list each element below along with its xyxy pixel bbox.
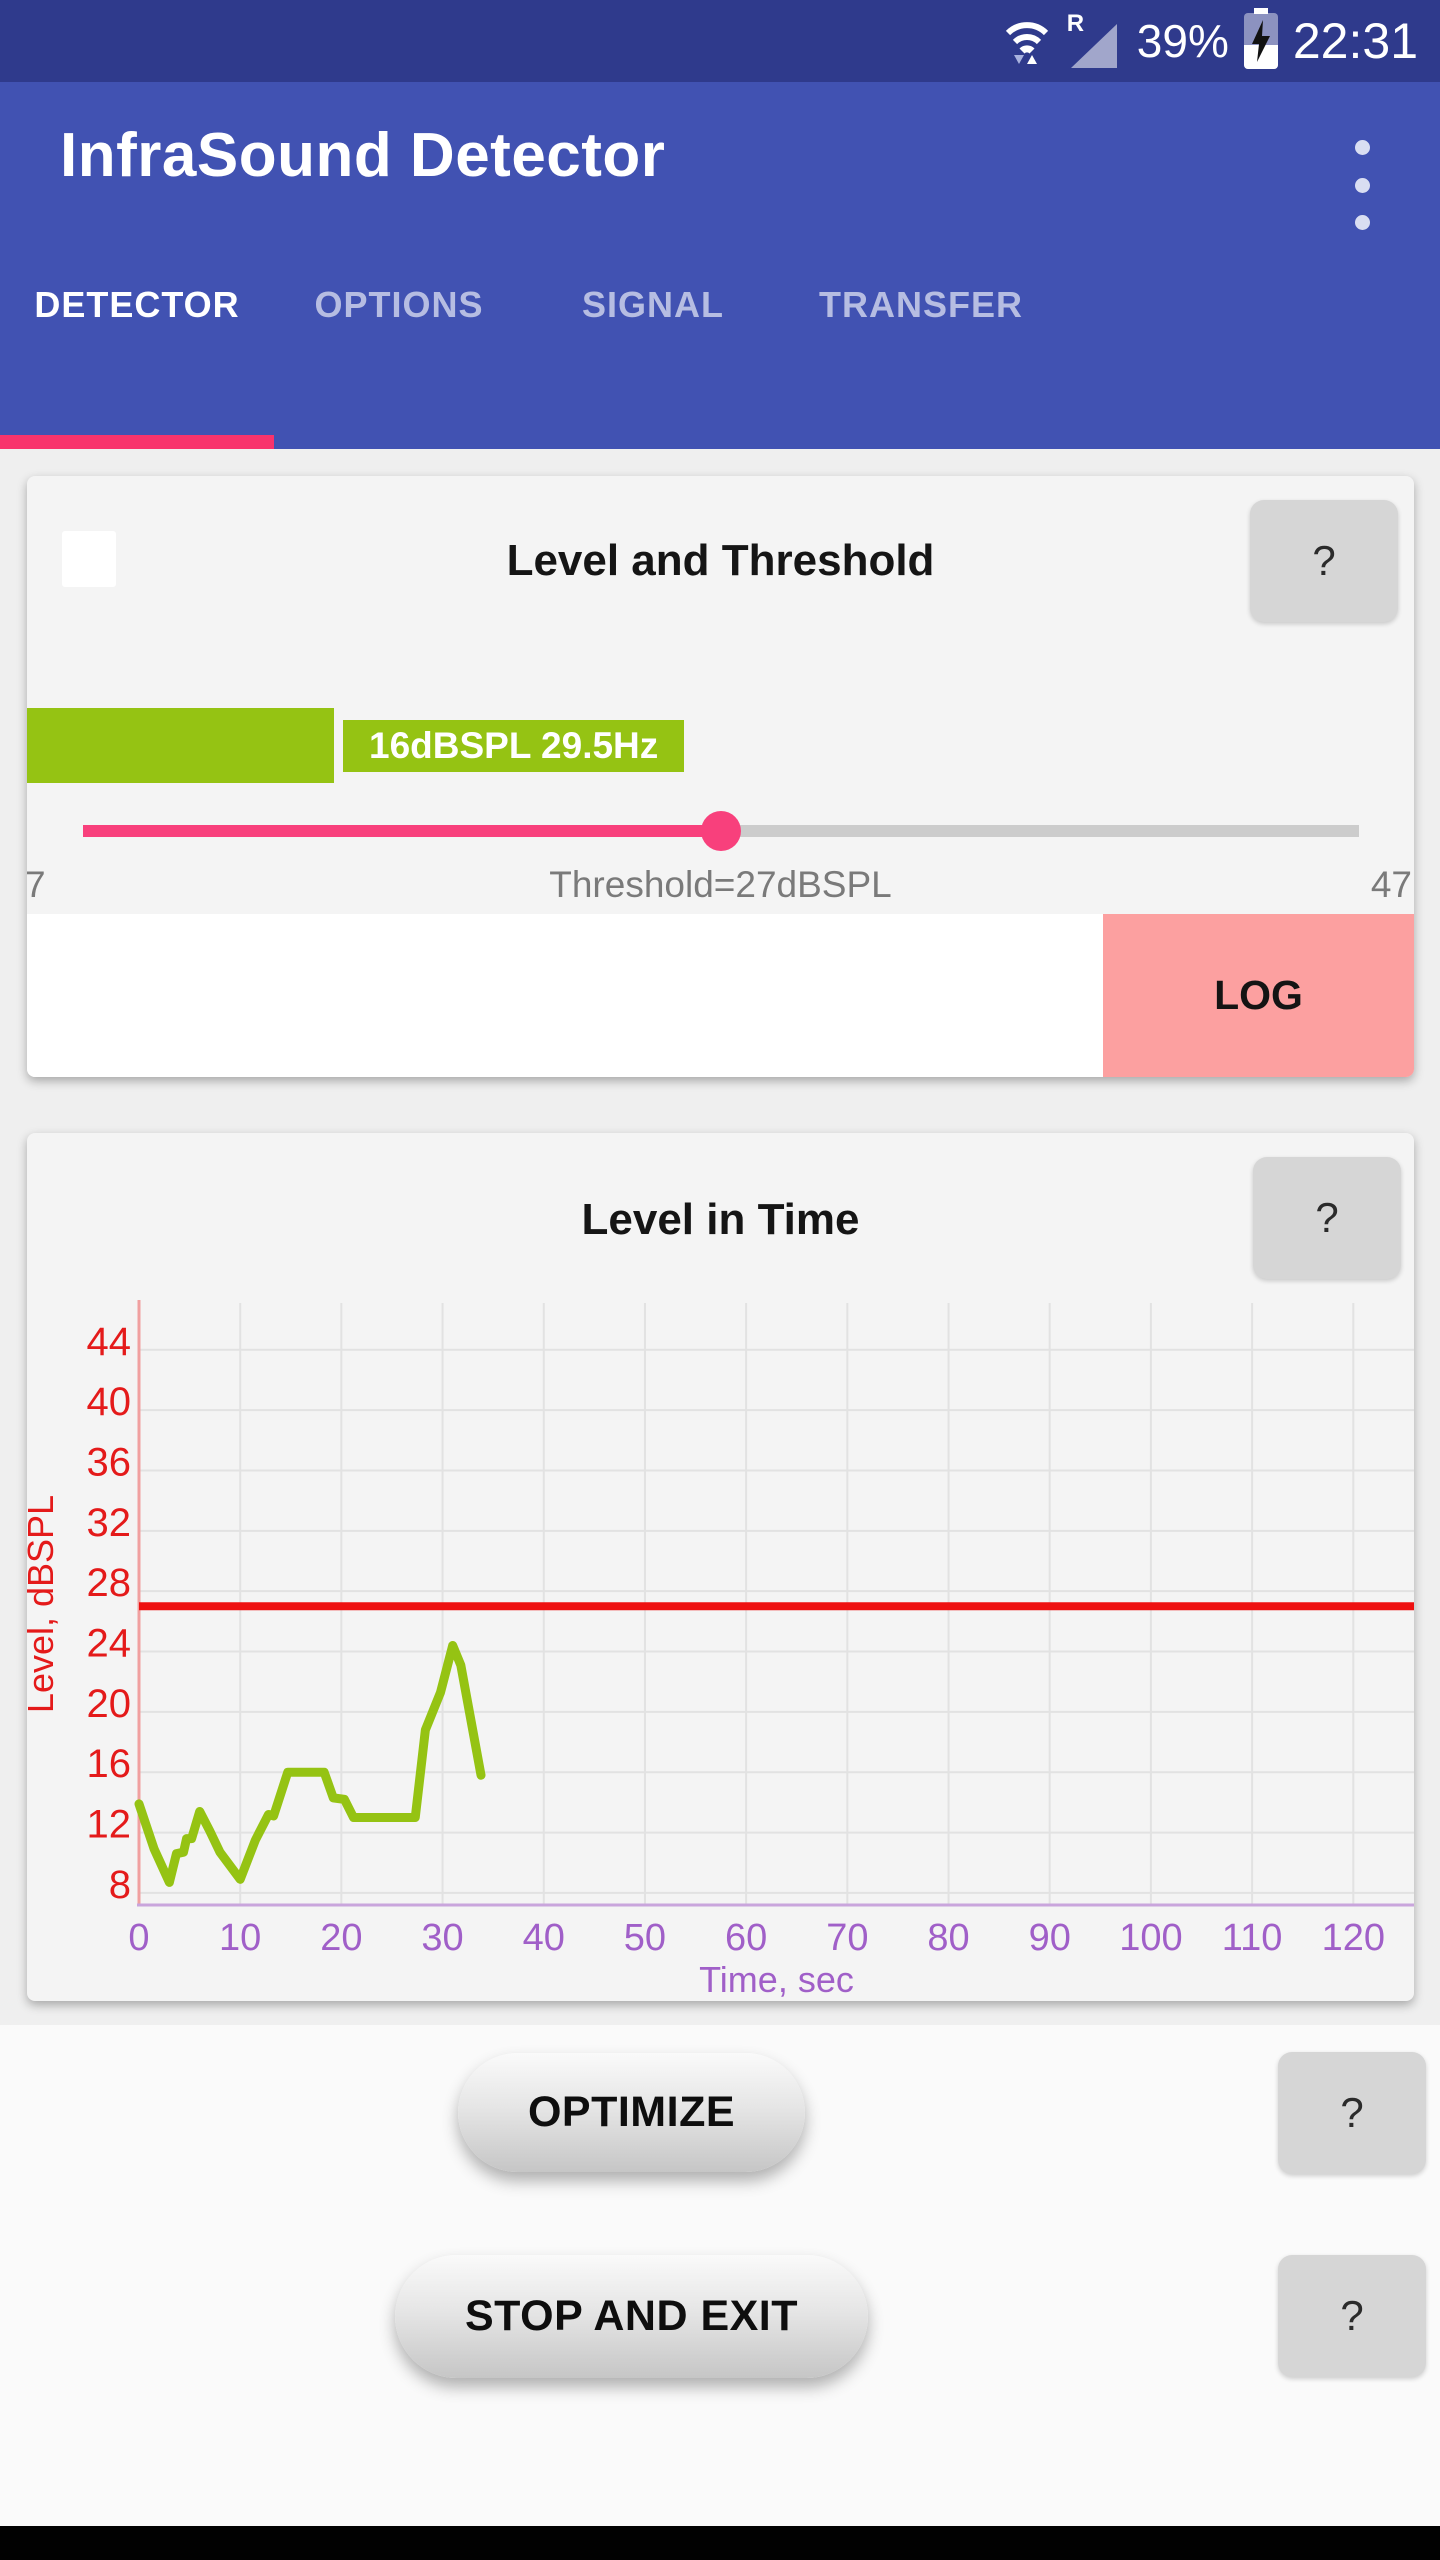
- level-meter-bar: [27, 708, 334, 783]
- log-text-area: [27, 914, 1103, 1077]
- svg-text:8: 8: [109, 1863, 131, 1907]
- app-bar: [0, 82, 1440, 449]
- svg-text:Time, sec: Time, sec: [699, 1959, 854, 2000]
- clock: 22:31: [1292, 13, 1418, 69]
- optimize-help-button[interactable]: ?: [1278, 2052, 1426, 2174]
- svg-text:90: 90: [1029, 1917, 1071, 1959]
- battery-icon: [1243, 7, 1279, 75]
- stop-help-button[interactable]: ?: [1278, 2255, 1426, 2377]
- svg-text:30: 30: [421, 1917, 463, 1959]
- svg-text:110: 110: [1222, 1917, 1283, 1959]
- level-value-chip: 16dBSPL 29.5Hz: [343, 720, 685, 772]
- slider-max-label: 47: [1370, 864, 1412, 905]
- svg-text:32: 32: [87, 1501, 132, 1545]
- svg-text:20: 20: [320, 1917, 362, 1959]
- svg-text:70: 70: [826, 1917, 868, 1959]
- svg-text:10: 10: [219, 1917, 261, 1959]
- svg-text:80: 80: [927, 1917, 969, 1959]
- svg-text:20: 20: [87, 1682, 132, 1726]
- svg-text:Level, dBSPL: Level, dBSPL: [27, 1495, 61, 1713]
- level-checkbox[interactable]: [62, 531, 116, 587]
- tab-options[interactable]: OPTIONS: [314, 284, 484, 325]
- svg-text:100: 100: [1119, 1917, 1182, 1959]
- svg-text:12: 12: [87, 1803, 132, 1847]
- navigation-bar-strip: [0, 2526, 1440, 2560]
- tab-detector[interactable]: DETECTOR: [34, 284, 240, 325]
- level-threshold-card: Level and Threshold ? 16dBSPL 29.5Hz 7 T…: [27, 476, 1414, 1077]
- svg-text:40: 40: [87, 1380, 132, 1424]
- level-time-chart: 8 12 16 20 24 28 32 36 40 44 0 10 20 30 40 50 60 70 80 90 10…: [27, 1300, 1414, 2000]
- svg-text:60: 60: [725, 1917, 767, 1959]
- overflow-menu-icon[interactable]: [1338, 140, 1386, 230]
- svg-text:120: 120: [1322, 1917, 1385, 1959]
- svg-text:16: 16: [87, 1742, 132, 1786]
- time-card-title: Level in Time: [581, 1195, 860, 1244]
- tab-transfer[interactable]: TRANSFER: [819, 284, 1023, 325]
- svg-text:36: 36: [87, 1440, 132, 1484]
- level-in-time-card: Level in Time ? 8 12 16 20 24 28 32 36 40 44 0 10 20…: [27, 1133, 1414, 2001]
- svg-text:50: 50: [624, 1917, 666, 1959]
- svg-text:44: 44: [87, 1320, 132, 1364]
- level-card-title: Level and Threshold: [506, 536, 935, 585]
- svg-text:0: 0: [128, 1917, 149, 1959]
- threshold-slider[interactable]: [83, 811, 1359, 851]
- svg-text:24: 24: [87, 1622, 132, 1666]
- slider-thumb[interactable]: [701, 811, 741, 851]
- tab-signal[interactable]: SIGNAL: [581, 284, 725, 325]
- cellular-signal-icon: R: [1066, 10, 1123, 70]
- battery-percent: 39%: [1136, 15, 1229, 67]
- svg-text:40: 40: [523, 1917, 565, 1959]
- wifi-icon: [1001, 11, 1053, 72]
- roaming-indicator: R: [1066, 10, 1085, 37]
- optimize-button[interactable]: OPTIMIZE: [458, 2053, 805, 2172]
- stop-and-exit-button[interactable]: STOP AND EXIT: [395, 2255, 868, 2378]
- page-title: InfraSound Detector: [60, 121, 666, 190]
- slider-fill: [83, 825, 721, 837]
- level-help-button[interactable]: ?: [1250, 500, 1398, 622]
- threshold-value-label: Threshold=27dBSPL: [549, 864, 892, 905]
- active-tab-underline: [0, 435, 274, 449]
- log-button[interactable]: LOG: [1103, 914, 1414, 1077]
- svg-text:28: 28: [87, 1561, 132, 1605]
- slider-min-label: 7: [27, 864, 46, 905]
- status-bar: R 39% 22:31: [0, 0, 1440, 82]
- time-help-button[interactable]: ?: [1253, 1157, 1401, 1279]
